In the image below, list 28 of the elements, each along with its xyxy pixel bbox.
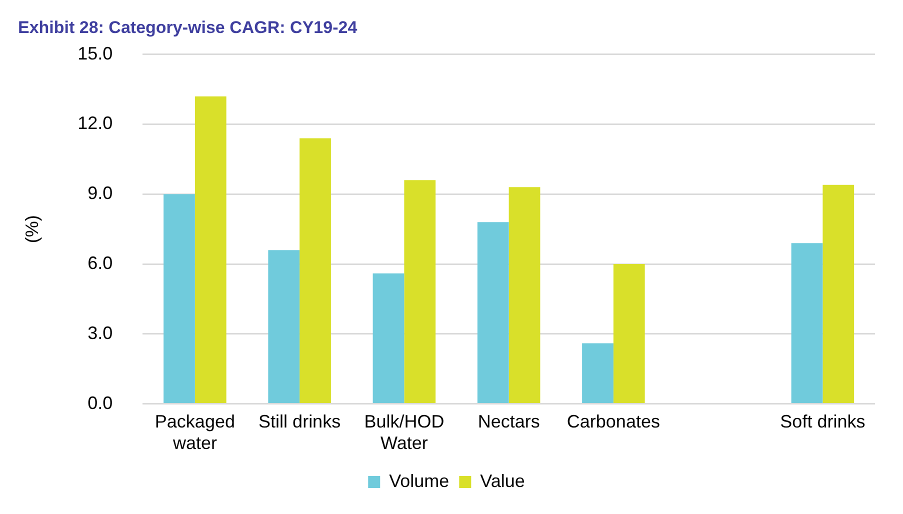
y-axis-title: (%) xyxy=(22,215,42,244)
x-tick-label: Soft drinks xyxy=(780,412,866,432)
y-tick-label: 0.0 xyxy=(88,392,113,413)
y-tick-label: 9.0 xyxy=(88,183,113,204)
y-tick-label: 12.0 xyxy=(78,113,113,134)
bar xyxy=(508,187,540,404)
bar xyxy=(791,243,823,404)
bar xyxy=(613,264,645,404)
bar xyxy=(268,250,300,404)
x-tick-label: Still drinks xyxy=(258,412,341,432)
x-tick-label: Nectars xyxy=(478,412,540,432)
bar xyxy=(477,222,509,404)
bar xyxy=(164,194,195,404)
x-tick-label: Carbonates xyxy=(566,412,660,432)
x-tick-label: Bulk/HOD Water xyxy=(364,412,444,454)
legend-label: Value xyxy=(480,470,525,491)
bar xyxy=(194,96,226,404)
bar xyxy=(404,180,436,404)
legend-label: Volume xyxy=(389,470,450,491)
chart-title: Exhibit 28: Category-wise CAGR: CY19-24 xyxy=(18,18,358,37)
x-tick-label: Packaged water xyxy=(154,412,235,454)
bar xyxy=(822,184,854,404)
bar xyxy=(300,138,331,404)
y-tick-label: 15.0 xyxy=(78,43,113,64)
bar xyxy=(582,343,614,404)
y-tick-label: 6.0 xyxy=(88,253,113,274)
bar xyxy=(372,273,404,404)
y-tick-label: 3.0 xyxy=(88,322,113,343)
